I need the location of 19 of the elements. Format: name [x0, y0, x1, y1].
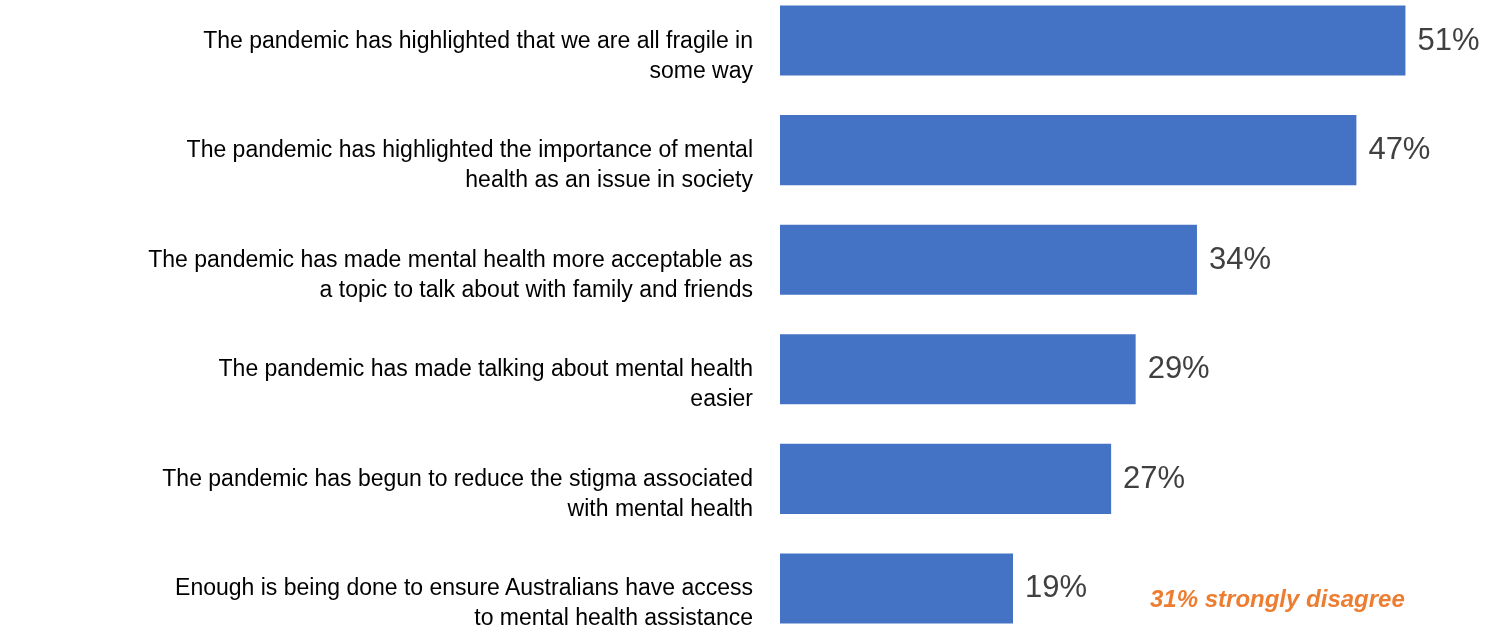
bar: [780, 443, 1112, 514]
data-label: 51%: [1417, 21, 1480, 57]
data-label: 19%: [1025, 569, 1088, 605]
bar: [780, 5, 1406, 76]
y-tick-label: The pandemic has made mental health more acceptable as a topic to talk about with family and friends: [148, 245, 753, 302]
y-tick-label: Enough is being done to ensure Australians have access to mental health assistance: [175, 574, 753, 629]
bar: [780, 334, 1136, 405]
y-tick-label: The pandemic has highlighted that we are all fragile in some way: [203, 26, 754, 83]
y-tick-label: The pandemic has begun to reduce the stigma associated with mental health: [162, 464, 753, 521]
data-label: 29%: [1147, 350, 1210, 386]
y-tick-label: The pandemic has made talking about mental health easier: [218, 355, 754, 412]
data-label: 47%: [1368, 131, 1431, 167]
bar: [780, 224, 1197, 295]
data-label: 34%: [1208, 240, 1272, 276]
bar: [780, 115, 1357, 186]
annotation: 31% strongly disagree: [1150, 585, 1405, 613]
data-label: 27%: [1123, 459, 1186, 495]
y-tick-label: The pandemic has highlighted the importance of mental health as an issue in society: [186, 136, 754, 193]
bar: [780, 553, 1014, 624]
